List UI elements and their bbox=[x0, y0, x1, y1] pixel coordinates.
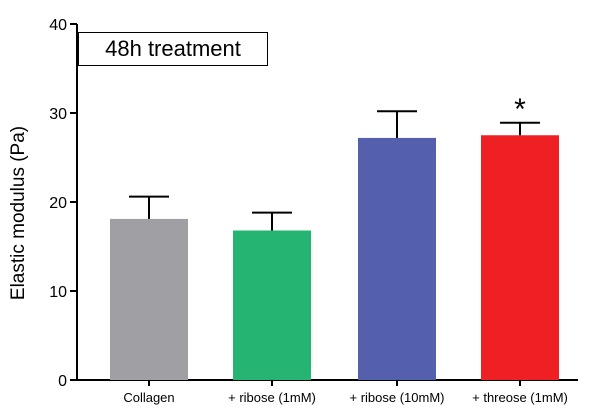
y-tick-label: 40 bbox=[49, 17, 67, 34]
y-axis-label: Elastic modulus (Pa) bbox=[8, 126, 29, 300]
bar bbox=[358, 137, 436, 380]
x-tick-label: Collagen bbox=[123, 390, 174, 405]
y-tick-label: 20 bbox=[49, 195, 67, 212]
y-tick-label: 0 bbox=[58, 373, 67, 390]
bar bbox=[110, 218, 188, 380]
treatment-annotation: 48h treatment bbox=[78, 32, 268, 66]
y-tick-label: 30 bbox=[49, 106, 67, 123]
treatment-annotation-text: 48h treatment bbox=[105, 36, 241, 61]
bar bbox=[233, 230, 311, 380]
x-tick-label: + threose (1mM) bbox=[472, 390, 568, 405]
x-tick-label: + ribose (1mM) bbox=[228, 390, 316, 405]
y-tick-label: 10 bbox=[49, 284, 67, 301]
bar bbox=[481, 135, 559, 380]
error-bars bbox=[129, 110, 540, 231]
labels: Collagen + ribose (1mM) + ribose (10mM) + t… bbox=[123, 93, 568, 405]
x-tick-label: + ribose (10mM) bbox=[350, 390, 445, 405]
bars bbox=[110, 135, 559, 380]
significance-marker: * bbox=[514, 93, 526, 126]
